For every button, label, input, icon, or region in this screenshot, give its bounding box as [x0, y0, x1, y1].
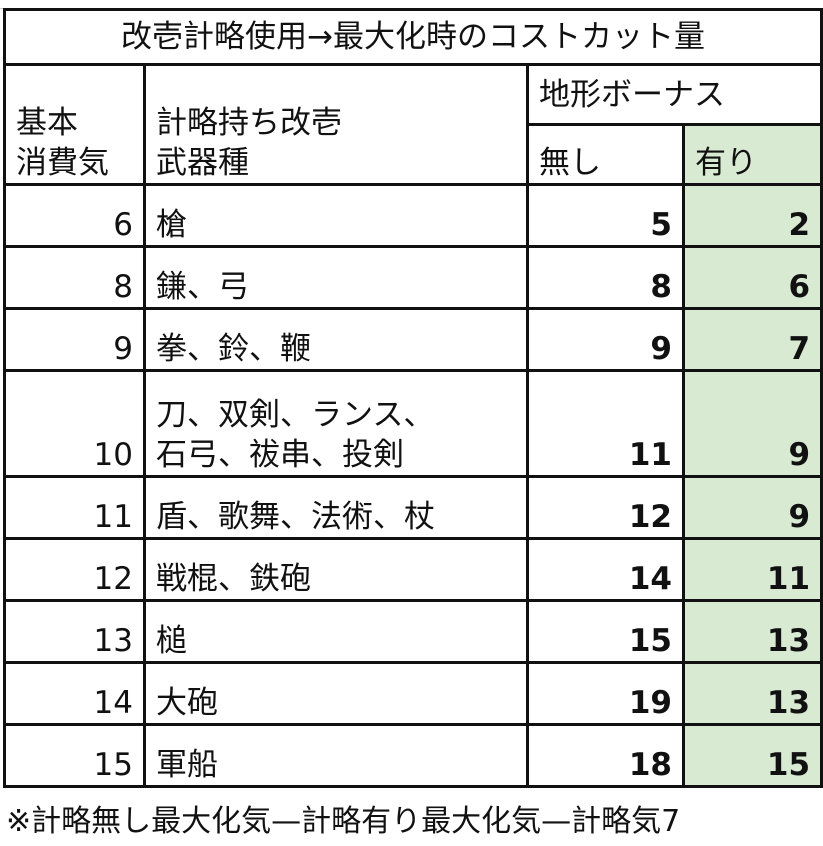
weapon-types-cell: 刀、双剣、ランス、 石弓、祓串、投剣: [143, 369, 529, 478]
weapon-types-cell: 大砲: [143, 661, 529, 726]
without-bonus-cell: 5: [526, 183, 685, 248]
weapon-line: 大砲: [156, 685, 218, 721]
previous-row-edge: [0, 0, 823, 9]
weapon-line: 鎌、弓: [156, 269, 249, 305]
weapon-line: 戦棍、鉄砲: [156, 561, 311, 597]
weapon-types-cell: 槍: [143, 183, 529, 248]
header-terrain-bonus: 地形ボーナス: [525, 63, 823, 126]
table-row: 9 拳、鈴、鞭 9 7: [3, 307, 823, 372]
base-cost-cell: 11: [3, 475, 146, 540]
with-bonus-cell: 7: [681, 307, 823, 372]
cost-cut-table: 改壱計略使用→最大化時のコストカット量 基本 消費気 計略持ち改壱 武器種 地形ボー…: [2, 8, 823, 788]
table-row: 12 戦棍、鉄砲 14 11: [3, 537, 823, 602]
with-bonus-cell: 13: [681, 661, 823, 726]
weapon-types-cell: 槌: [143, 599, 529, 664]
with-bonus-cell: 9: [681, 369, 823, 478]
base-cost-cell: 6: [3, 183, 146, 248]
with-bonus-cell: 13: [681, 599, 823, 664]
weapon-line: 槌: [156, 623, 187, 659]
without-bonus-cell: 11: [526, 369, 685, 478]
footnote: ※計略無し最大化気—計略有り最大化気—計略気7: [6, 804, 681, 839]
weapon-types-cell: 盾、歌舞、法術、杖: [143, 475, 529, 540]
weapon-line: 石弓、祓串、投剣: [156, 437, 404, 473]
base-cost-cell: 12: [3, 537, 146, 602]
weapon-line: 盾、歌舞、法術、杖: [156, 499, 435, 535]
without-bonus-cell: 18: [526, 723, 685, 788]
weapon-types-cell: 鎌、弓: [143, 245, 529, 310]
without-bonus-cell: 8: [526, 245, 685, 310]
header-with: 有り: [681, 123, 823, 186]
without-bonus-cell: 14: [526, 537, 685, 602]
table-title: 改壱計略使用→最大化時のコストカット量: [2, 8, 823, 66]
weapon-line: 拳、鈴、鞭: [156, 331, 311, 367]
table-row: 10 刀、双剣、ランス、 石弓、祓串、投剣 11 9: [3, 369, 823, 478]
with-bonus-cell: 2: [681, 183, 823, 248]
with-bonus-cell: 9: [681, 475, 823, 540]
base-cost-cell: 10: [3, 369, 146, 478]
with-bonus-cell: 11: [681, 537, 823, 602]
weapon-types-cell: 戦棍、鉄砲: [143, 537, 529, 602]
table-row: 15 軍船 18 15: [3, 723, 823, 788]
base-cost-cell: 13: [3, 599, 146, 664]
table-row: 14 大砲 19 13: [3, 661, 823, 726]
header-without: 無し: [526, 123, 685, 186]
table-row: 11 盾、歌舞、法術、杖 12 9: [3, 475, 823, 540]
weapon-line: 刀、双剣、ランス、: [156, 397, 435, 433]
table-row: 13 槌 15 13: [3, 599, 823, 664]
weapon-types-cell: 拳、鈴、鞭: [143, 307, 529, 372]
weapon-line: 槍: [156, 207, 187, 243]
base-cost-cell: 9: [3, 307, 146, 372]
without-bonus-cell: 15: [526, 599, 685, 664]
without-bonus-cell: 12: [526, 475, 685, 540]
weapon-line: 軍船: [156, 747, 218, 783]
base-cost-cell: 15: [3, 723, 146, 788]
base-cost-cell: 14: [3, 661, 146, 726]
header-weapon-type: 計略持ち改壱 武器種: [143, 63, 529, 186]
with-bonus-cell: 6: [681, 245, 823, 310]
without-bonus-cell: 9: [526, 307, 685, 372]
table-row: 8 鎌、弓 8 6: [3, 245, 823, 310]
base-cost-cell: 8: [3, 245, 146, 310]
without-bonus-cell: 19: [526, 661, 685, 726]
weapon-types-cell: 軍船: [143, 723, 529, 788]
header-base-cost: 基本 消費気: [3, 63, 146, 186]
with-bonus-cell: 15: [681, 723, 823, 788]
